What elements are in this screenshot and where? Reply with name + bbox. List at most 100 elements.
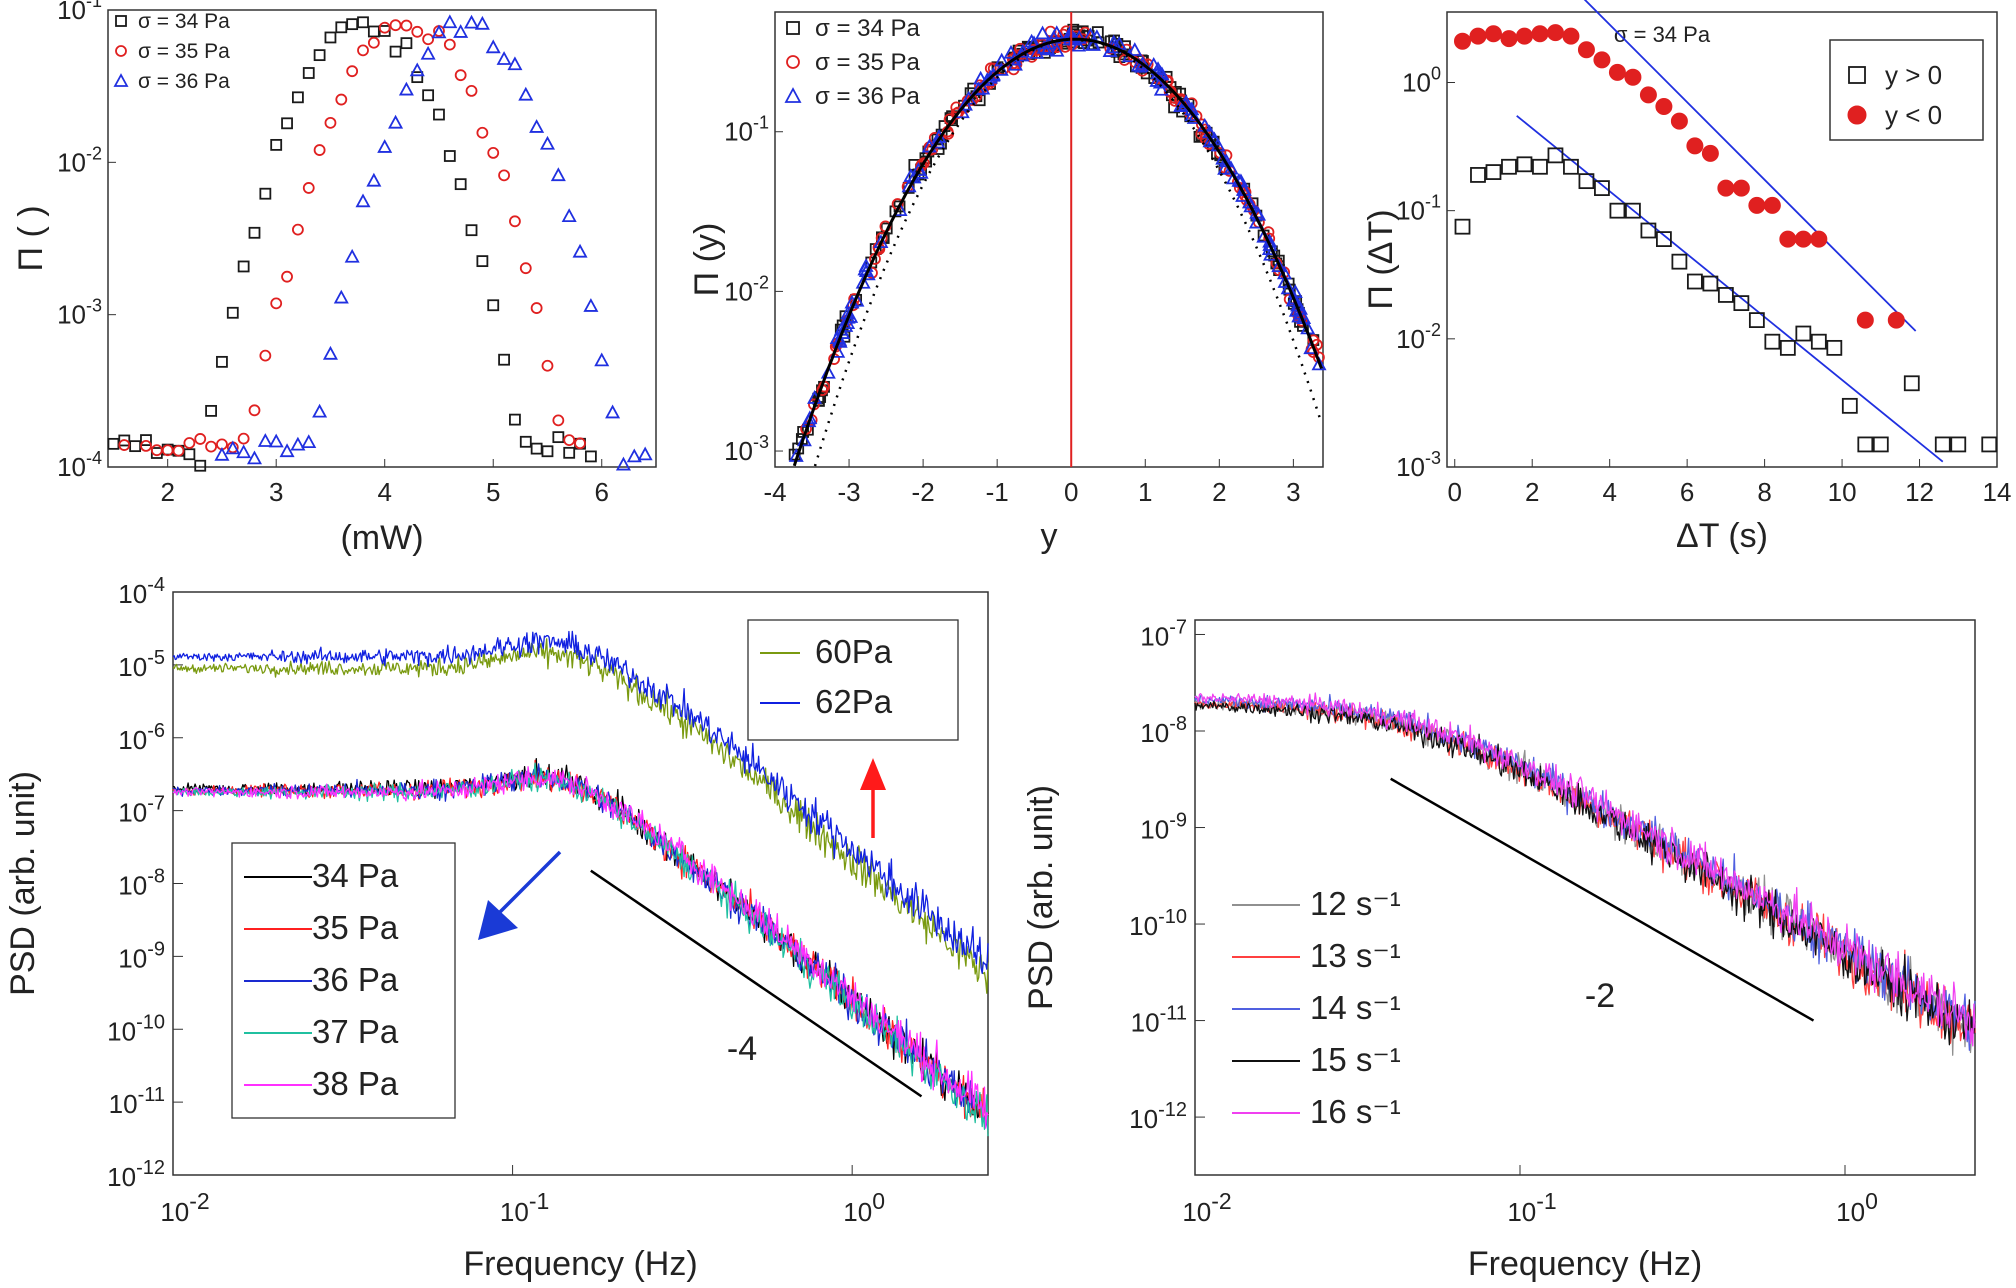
legend-label: 36 Pa [312, 961, 399, 998]
y-tick-label: 10-8 [1140, 713, 1187, 748]
data-point [409, 62, 425, 77]
data-point [389, 19, 402, 32]
y-tick-label: 10-10 [1129, 906, 1187, 941]
slope-annotation: -4 [727, 1030, 757, 1068]
data-point [205, 404, 217, 417]
data-point [1035, 25, 1051, 40]
data-point [367, 25, 380, 38]
data-point [1857, 436, 1874, 453]
x-tick-label: 4 [1602, 477, 1616, 507]
data-point [1656, 231, 1672, 247]
data-point [302, 67, 315, 79]
legend-label: y > 0 [1885, 60, 1942, 90]
y-tick-label: 10-11 [109, 1084, 165, 1119]
data-point [1085, 36, 1101, 51]
data-point [840, 309, 856, 324]
legend-label: σ = 36 Pa [815, 83, 921, 110]
x-tick-label: 10-1 [500, 1188, 549, 1227]
data-point [507, 56, 523, 71]
data-point [1484, 25, 1502, 43]
data-point [257, 433, 273, 447]
data-point [487, 146, 500, 159]
data-point [855, 274, 871, 289]
data-point [205, 440, 217, 453]
data-point [324, 116, 337, 129]
data-point [1071, 29, 1087, 44]
data-point [563, 434, 576, 446]
y-tick-label: 10-12 [107, 1157, 165, 1192]
data-point [950, 107, 963, 120]
legend-label: 16 s⁻¹ [1310, 1093, 1401, 1130]
x-tick-label: 6 [595, 477, 609, 507]
data-point [1856, 311, 1874, 329]
legend-marker [786, 55, 800, 69]
data-point [344, 248, 360, 263]
x-tick-label: 10 [1828, 477, 1857, 507]
data-point [1062, 28, 1078, 43]
data-point [226, 306, 239, 319]
data-point [420, 45, 436, 60]
data-point [216, 355, 228, 368]
x-tick-label: 10-2 [1182, 1188, 1231, 1227]
data-point [290, 436, 306, 451]
x-tick-label: 2 [1212, 477, 1226, 507]
data-point [1810, 333, 1827, 350]
data-point [465, 224, 478, 237]
data-point [398, 81, 414, 96]
data-point [550, 167, 566, 182]
slope-annotation: -2 [1585, 977, 1615, 1015]
y-axis-label: PSD (arb. unit) [1022, 785, 1060, 1010]
data-point [1546, 24, 1564, 42]
data-point [312, 403, 328, 418]
data-point [1625, 202, 1641, 219]
legend-label: 15 s⁻¹ [1310, 1041, 1401, 1078]
data-point [1153, 81, 1169, 96]
x-tick-label: 1 [1138, 477, 1152, 507]
data-point [474, 15, 490, 30]
data-point [509, 413, 521, 426]
data-point [1733, 295, 1750, 312]
psd-series-line [172, 638, 989, 994]
data-point [237, 432, 250, 445]
data-point [335, 21, 348, 34]
legend-label: σ = 34 Pa [815, 15, 921, 42]
data-point [1609, 202, 1626, 219]
data-point [637, 446, 653, 461]
y-tick-label: 100 [1402, 63, 1441, 97]
data-point [509, 215, 521, 228]
data-point [1671, 253, 1688, 270]
data-point [237, 260, 250, 273]
data-point [1593, 51, 1611, 69]
psd-series-line [172, 762, 989, 1137]
slope-guide-line [1390, 777, 1815, 1022]
panel-b-frame [774, 11, 1324, 468]
data-point [248, 404, 261, 417]
data-point [279, 443, 295, 458]
x-axis-label: (mW) [340, 519, 423, 557]
data-point [333, 289, 349, 304]
data-point [443, 150, 456, 162]
data-point [140, 439, 152, 452]
y-tick-label: 10-9 [1140, 810, 1187, 845]
data-point [1003, 44, 1019, 59]
data-point [388, 114, 404, 129]
data-point [541, 445, 554, 458]
data-point [292, 91, 304, 104]
data-point [1531, 25, 1549, 43]
up-arrow-head [860, 758, 886, 790]
y-tick-label: 10-3 [724, 432, 769, 466]
data-point [183, 448, 196, 461]
data-point [1701, 144, 1719, 162]
data-point [443, 38, 456, 51]
y-axis-label: PSD (arb. unit) [4, 771, 42, 996]
legend-label: σ = 35 Pa [815, 49, 921, 76]
panel-e-frame [1194, 619, 1976, 1176]
data-point [873, 234, 889, 249]
data-point [615, 456, 631, 471]
data-point [411, 71, 424, 84]
data-point [832, 332, 848, 346]
data-point [270, 138, 283, 151]
data-point [140, 434, 152, 446]
data-point [476, 255, 489, 268]
